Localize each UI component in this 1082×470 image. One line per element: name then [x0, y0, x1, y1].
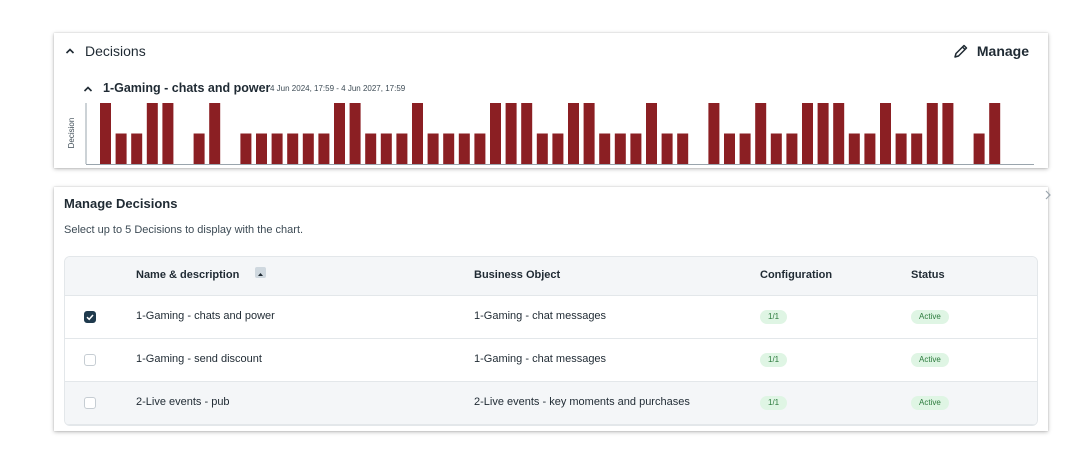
- chart-bar: [412, 103, 423, 164]
- pencil-icon: [954, 44, 968, 58]
- chart-bar: [614, 133, 626, 164]
- chart-bar: [786, 133, 798, 164]
- row-business-object: 2-Live events - key moments and purchase…: [474, 396, 690, 408]
- configuration-badge: 1/1: [760, 396, 788, 410]
- chart-bar: [396, 133, 408, 164]
- chart-bar: [755, 103, 767, 164]
- configuration-badge: 1/1: [760, 353, 788, 367]
- chart-bar: [474, 133, 486, 164]
- chart-bar: [817, 103, 829, 164]
- row-name: 1-Gaming - chats and power: [136, 310, 275, 322]
- column-header-name[interactable]: Name & description: [136, 269, 240, 281]
- chart-bar: [942, 103, 954, 164]
- status-badge: Active: [911, 396, 949, 410]
- row-business-object: 1-Gaming - chat messages: [474, 310, 607, 322]
- chart-bar: [443, 133, 455, 164]
- chart-bar: [973, 133, 985, 164]
- chart-bar: [365, 133, 377, 164]
- table-header: Name & description Business Object Confi…: [65, 257, 1037, 296]
- chart-bar: [568, 103, 579, 164]
- chart-bar: [146, 103, 158, 164]
- table-row[interactable]: 1-Gaming - chats and power 1-Gaming - ch…: [65, 296, 1037, 339]
- chart-bar: [131, 133, 143, 164]
- row-name: 1-Gaming - send discount: [136, 353, 262, 365]
- chart-bar: [536, 133, 548, 164]
- manage-button[interactable]: Manage: [953, 40, 1029, 62]
- sort-button[interactable]: [255, 267, 266, 278]
- chart-bar: [240, 133, 252, 164]
- decisions-title: Decisions: [85, 43, 146, 59]
- chart-bar: [724, 133, 735, 164]
- manage-decisions-title: Manage Decisions: [64, 196, 178, 211]
- manage-decisions-panel: Manage Decisions Select up to 5 Decision…: [54, 187, 1051, 431]
- chart-bar: [334, 103, 345, 164]
- chart-bar: [989, 103, 1001, 164]
- status-badge: Active: [911, 310, 949, 324]
- row-business-object: 1-Gaming - chat messages: [474, 353, 607, 365]
- chart-bar: [458, 133, 470, 164]
- chart-bar: [926, 103, 938, 164]
- chart-bar: [864, 133, 876, 164]
- chart-bar: [848, 133, 860, 164]
- chart-bar: [193, 133, 205, 164]
- row-checkbox[interactable]: [84, 354, 96, 366]
- chart-bar: [302, 133, 314, 164]
- chart-y-axis-label: Decision: [67, 118, 76, 149]
- checkmark-icon: [86, 314, 94, 321]
- close-icon[interactable]: [1044, 189, 1054, 201]
- chart-bar: [911, 133, 923, 164]
- configuration-badge: 1/1: [760, 310, 788, 324]
- table-row[interactable]: 2-Live events - pub 2-Live events - key …: [65, 382, 1037, 425]
- chart-bar: [661, 133, 673, 164]
- chart-bar: [271, 133, 283, 164]
- column-header-status: Status: [911, 269, 945, 281]
- chart-bar: [115, 133, 127, 164]
- chart-bar: [318, 133, 330, 164]
- date-range: 4 Jun 2024, 17:59 - 4 Jun 2027, 17:59: [270, 84, 406, 93]
- chart-bar: [802, 103, 813, 164]
- chart-bar: [521, 103, 533, 164]
- chevron-up-icon[interactable]: [64, 45, 76, 57]
- chart-bar: [880, 103, 891, 164]
- chart-bar: [583, 103, 595, 164]
- manage-label: Manage: [976, 43, 1029, 59]
- chart-bar: [646, 103, 657, 164]
- chart-bar: [490, 103, 501, 164]
- chart-bar: [833, 103, 845, 164]
- decision-subtitle: 1-Gaming - chats and power: [103, 81, 271, 95]
- chart-bar: [770, 133, 782, 164]
- chart-bar: [739, 133, 751, 164]
- chart-bar: [100, 103, 111, 164]
- chart-bar: [708, 103, 720, 164]
- chart-bar: [505, 103, 517, 164]
- decisions-table: Name & description Business Object Confi…: [64, 256, 1038, 426]
- chart-bar: [349, 103, 361, 164]
- row-checkbox[interactable]: [84, 397, 96, 409]
- chart-bars: [100, 103, 1001, 164]
- row-name: 2-Live events - pub: [136, 396, 230, 408]
- decision-chart: Decision: [67, 103, 1034, 165]
- decisions-panel: Decisions Manage 1-Gaming - chats and po…: [54, 33, 1048, 168]
- chart-bar: [287, 133, 299, 164]
- chart-bar: [677, 133, 689, 164]
- manage-decisions-subtitle: Select up to 5 Decisions to display with…: [64, 224, 304, 236]
- chart-bar: [630, 133, 642, 164]
- column-header-business-object: Business Object: [474, 269, 561, 281]
- chart-bar: [427, 133, 439, 164]
- chart-bar: [552, 133, 564, 164]
- chart-bar: [599, 133, 611, 164]
- sort-up-icon: [258, 273, 263, 276]
- chart-bar: [162, 103, 174, 164]
- row-checkbox[interactable]: [84, 311, 96, 323]
- chart-bar: [380, 133, 392, 164]
- column-header-configuration: Configuration: [760, 269, 833, 281]
- chart-bar: [895, 133, 907, 164]
- table-row[interactable]: 1-Gaming - send discount 1-Gaming - chat…: [65, 339, 1037, 382]
- chart-bar: [256, 133, 267, 164]
- chevron-up-icon[interactable]: [82, 83, 94, 95]
- status-badge: Active: [911, 353, 949, 367]
- chart-bar: [209, 103, 221, 164]
